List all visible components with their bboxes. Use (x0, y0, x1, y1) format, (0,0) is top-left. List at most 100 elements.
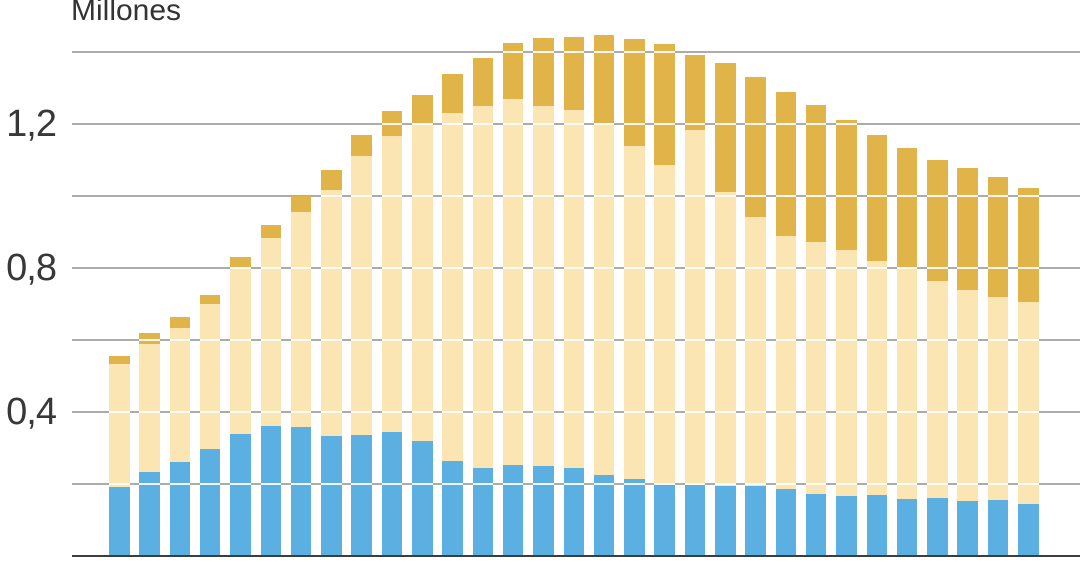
gridline-overlay (563, 122, 584, 125)
gridline-overlay (442, 410, 463, 413)
cream-middle-segment (927, 281, 948, 499)
gridline-overlay (957, 410, 978, 413)
gridline-overlay (321, 339, 342, 341)
gridline-overlay (684, 339, 706, 341)
gridline-overlay (745, 410, 766, 413)
gridline-overlay (381, 194, 403, 197)
blue-bottom-segment (533, 465, 554, 556)
gridline-overlay (624, 50, 645, 53)
gold-top-segment (927, 160, 948, 282)
gridline-overlay (715, 482, 736, 485)
blue-bottom-segment (230, 433, 251, 556)
gridline-overlay (472, 267, 494, 270)
gridline-overlay (836, 122, 857, 125)
gridline-overlay (502, 123, 524, 126)
gridline-overlay (169, 410, 191, 413)
gridline-overlay (684, 483, 706, 485)
blue-bottom-segment (593, 474, 615, 556)
gridline-overlay (775, 122, 797, 125)
gridline-overlay (745, 266, 766, 269)
stacked-bar (169, 317, 191, 556)
gridline-overlay (533, 266, 554, 269)
gridline-overlay (957, 194, 978, 197)
blue-bottom-segment (775, 488, 797, 556)
gold-top-segment (654, 44, 675, 166)
gridline-overlay (866, 339, 887, 342)
cream-middle-segment (593, 123, 615, 475)
gridline-overlay (442, 122, 463, 125)
gridline-overlay (321, 483, 342, 485)
gridline-overlay (563, 50, 584, 53)
gridline-overlay (715, 194, 736, 197)
blue-bottom-segment (654, 483, 675, 556)
gold-top-segment (775, 91, 797, 236)
stacked-bar (593, 34, 615, 556)
gold-top-segment (896, 147, 918, 269)
cream-middle-segment (836, 250, 857, 496)
stacked-bar (260, 224, 281, 556)
gridline-overlay (260, 410, 281, 413)
stacked-bar (381, 111, 403, 556)
gridline-overlay (381, 482, 403, 485)
cream-middle-segment (624, 145, 645, 480)
gridline-overlay (1018, 483, 1039, 485)
gridline-overlay (805, 410, 827, 413)
gridline-overlay (472, 195, 494, 198)
gridline-overlay (624, 122, 645, 125)
gridline-overlay (593, 50, 615, 53)
gridline-overlay (866, 195, 887, 198)
cream-middle-segment (109, 364, 130, 487)
stacked-bar (351, 134, 372, 556)
cream-middle-segment (442, 113, 463, 461)
gridline-overlay (472, 483, 494, 486)
cream-middle-segment (290, 212, 312, 428)
gold-top-segment (139, 333, 160, 344)
stacked-bar (896, 147, 918, 556)
gridline-overlay (836, 194, 857, 197)
stacked-bar (412, 95, 433, 556)
cream-middle-segment (654, 165, 675, 484)
gridline-overlay (230, 338, 251, 341)
stacked-bar (805, 104, 827, 556)
gridline-overlay (260, 338, 281, 341)
blue-bottom-segment (927, 498, 948, 556)
gold-top-segment (412, 95, 433, 124)
gridline-overlay (775, 482, 797, 485)
gold-top-segment (199, 295, 221, 304)
gridline-overlay (351, 266, 372, 269)
gridline-overlay (260, 266, 281, 269)
stacked-bar (199, 295, 221, 556)
gridline-overlay (169, 338, 191, 341)
gridline-overlay (381, 122, 403, 125)
gridline-overlay (654, 339, 675, 341)
gridline-overlay (412, 338, 433, 341)
gold-top-segment (624, 39, 645, 146)
gridline-overlay (896, 411, 918, 414)
cream-middle-segment (412, 123, 433, 442)
gold-top-segment (502, 43, 524, 99)
gridline-overlay (715, 122, 736, 125)
gridline-overlay (927, 195, 948, 197)
gridline-overlay (321, 411, 342, 413)
gridline-overlay (199, 339, 221, 341)
gridline-overlay (412, 410, 433, 413)
gridline-overlay (169, 482, 191, 485)
gridline-overlay (745, 194, 766, 197)
blue-bottom-segment (169, 462, 191, 556)
stacked-bar (957, 167, 978, 556)
gridline-overlay (866, 267, 887, 270)
gridline-overlay (866, 483, 887, 486)
cream-middle-segment (260, 238, 281, 426)
blue-bottom-segment (987, 499, 1009, 556)
gridline-overlay (351, 194, 372, 197)
gridline-overlay (715, 338, 736, 341)
gridline-overlay (502, 411, 524, 414)
blue-bottom-segment (684, 485, 706, 556)
gridline-overlay (624, 482, 645, 485)
gridline-overlay (927, 267, 948, 269)
blue-bottom-segment (381, 432, 403, 556)
gridline-overlay (927, 483, 948, 485)
gridline-overlay (715, 266, 736, 269)
gridline-overlay (654, 267, 675, 269)
blue-bottom-segment (139, 472, 160, 556)
